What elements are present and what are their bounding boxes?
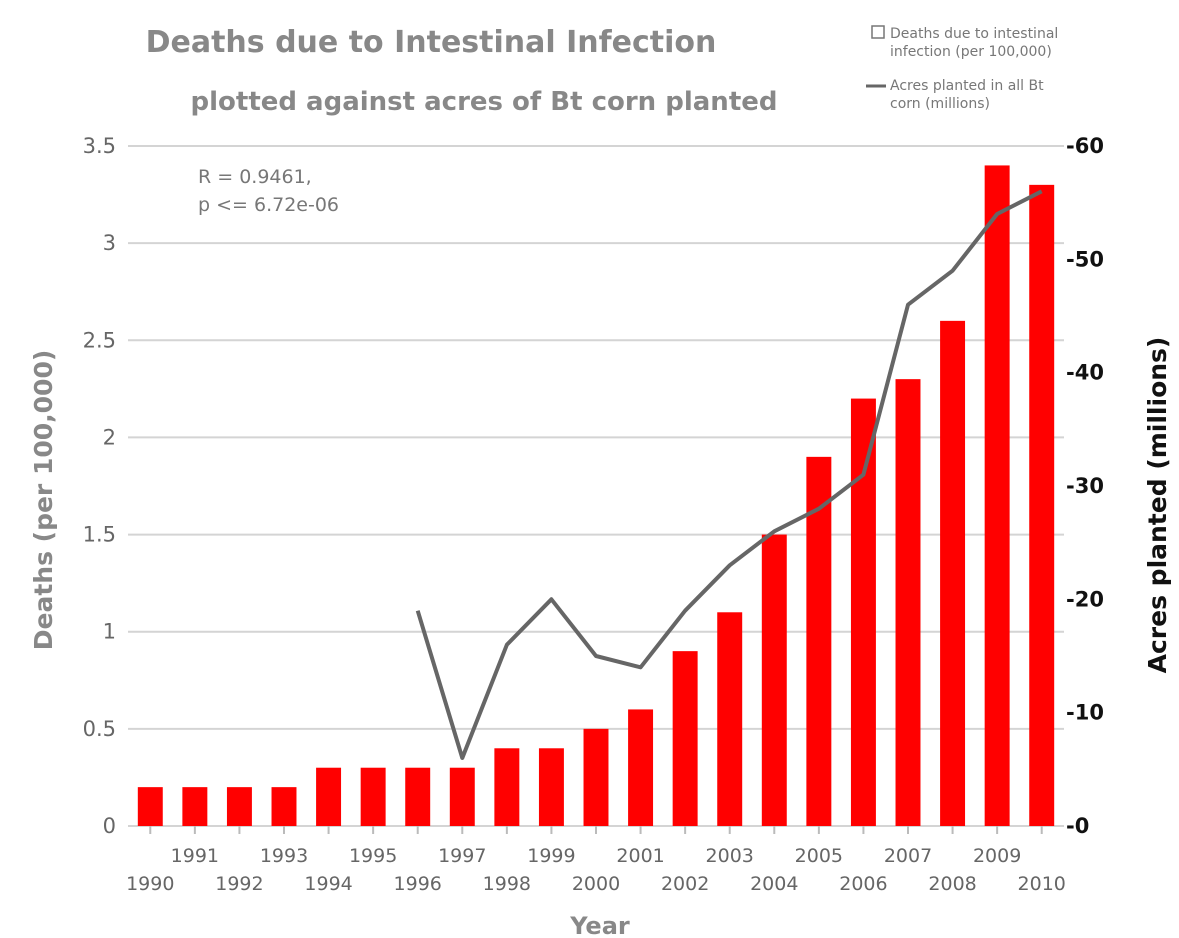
legend-bar-label: Deaths due to intestinal infection (per 1… — [890, 26, 1058, 60]
y2-tick-label: -50 — [1066, 247, 1104, 271]
x-tick-label: 2005 — [795, 845, 843, 867]
x-tick-label: 1994 — [304, 873, 352, 895]
x-tick-label: 1997 — [438, 845, 486, 867]
x-tick-label: 2004 — [750, 873, 798, 895]
bar — [137, 787, 163, 826]
bar — [494, 748, 520, 826]
x-tick-label: 2002 — [661, 873, 709, 895]
x-tick-label: 2007 — [884, 845, 932, 867]
x-tick-label: 2006 — [839, 873, 887, 895]
bar — [1029, 184, 1055, 826]
bar — [405, 767, 431, 826]
x-tick-label: 1996 — [394, 873, 442, 895]
gridlines — [128, 145, 1064, 827]
bar — [538, 748, 564, 826]
x-tick-label: 1995 — [349, 845, 397, 867]
line-series — [415, 189, 1043, 760]
bar — [182, 787, 208, 826]
x-tick-label: 2009 — [973, 845, 1021, 867]
legend-line-label: Acres planted in all Bt corn (millions) — [890, 78, 1044, 112]
bar — [271, 787, 297, 826]
x-tick-label: 2008 — [928, 873, 976, 895]
chart-subtitle: plotted against acres of Bt corn planted — [191, 87, 778, 117]
series-line-acres — [415, 189, 1043, 760]
y-tick-label: 1 — [103, 620, 116, 644]
right-axis-ticks: -0 -10 -20 -30 -40 -50 -60 — [1066, 134, 1104, 838]
y-tick-label: 1.5 — [83, 523, 116, 547]
bar — [717, 612, 743, 826]
bar — [449, 767, 475, 826]
bar — [761, 534, 787, 826]
y-tick-label: 3 — [103, 231, 116, 255]
y-tick-label: 3.5 — [83, 134, 116, 158]
y2-tick-label: -20 — [1066, 587, 1104, 611]
x-tick-label: 1992 — [215, 873, 263, 895]
bar — [940, 320, 966, 826]
bar — [806, 456, 832, 826]
y-axis-label: Deaths (per 100,000) — [29, 350, 58, 651]
annotation-correlation: R = 0.9461, — [198, 166, 312, 188]
x-tick-label: 2003 — [706, 845, 754, 867]
y-tick-label: 2 — [103, 425, 116, 449]
bar — [850, 398, 876, 826]
x-tick-label: 1993 — [260, 845, 308, 867]
x-tick-label: 2000 — [572, 873, 620, 895]
y2-tick-label: -60 — [1066, 134, 1104, 158]
legend: Deaths due to intestinal infection (per 1… — [866, 25, 1058, 112]
y2-tick-label: -0 — [1066, 814, 1089, 838]
bar — [360, 767, 386, 826]
bar — [672, 651, 698, 826]
x-axis-ticks: 1991 1993 1995 1997 1999 2001 2003 2005 2007 2009… — [126, 826, 1066, 895]
x-tick-label: 1998 — [483, 873, 531, 895]
chart-title: Deaths due to Intestinal Infection — [146, 25, 717, 60]
bar — [583, 728, 609, 826]
x-tick-label: 1990 — [126, 873, 174, 895]
x-tick-label: 1999 — [527, 845, 575, 867]
legend-bar-swatch — [871, 25, 885, 39]
y-tick-label: 0.5 — [83, 717, 116, 741]
bar — [226, 787, 252, 826]
y2-tick-label: -30 — [1066, 474, 1104, 498]
x-tick-label: 1991 — [171, 845, 219, 867]
bar — [895, 379, 921, 826]
y2-axis-label: Acres planted (millions) — [1143, 337, 1172, 674]
bar-series — [137, 165, 1055, 826]
bar — [628, 709, 654, 826]
x-tick-label: 2010 — [1018, 873, 1066, 895]
x-axis-label: Year — [569, 912, 630, 938]
bar — [984, 165, 1010, 826]
y2-tick-label: -40 — [1066, 361, 1104, 385]
y-tick-label: 2.5 — [83, 328, 116, 352]
y-tick-label: 0 — [103, 814, 116, 838]
left-axis-ticks: 0 0.5 1 1.5 2 2.5 3 3.5 — [83, 134, 116, 838]
x-tick-label: 2001 — [616, 845, 664, 867]
y2-tick-label: -10 — [1066, 701, 1104, 725]
bar — [316, 767, 342, 826]
annotation-pvalue: p <= 6.72e-06 — [198, 194, 339, 216]
